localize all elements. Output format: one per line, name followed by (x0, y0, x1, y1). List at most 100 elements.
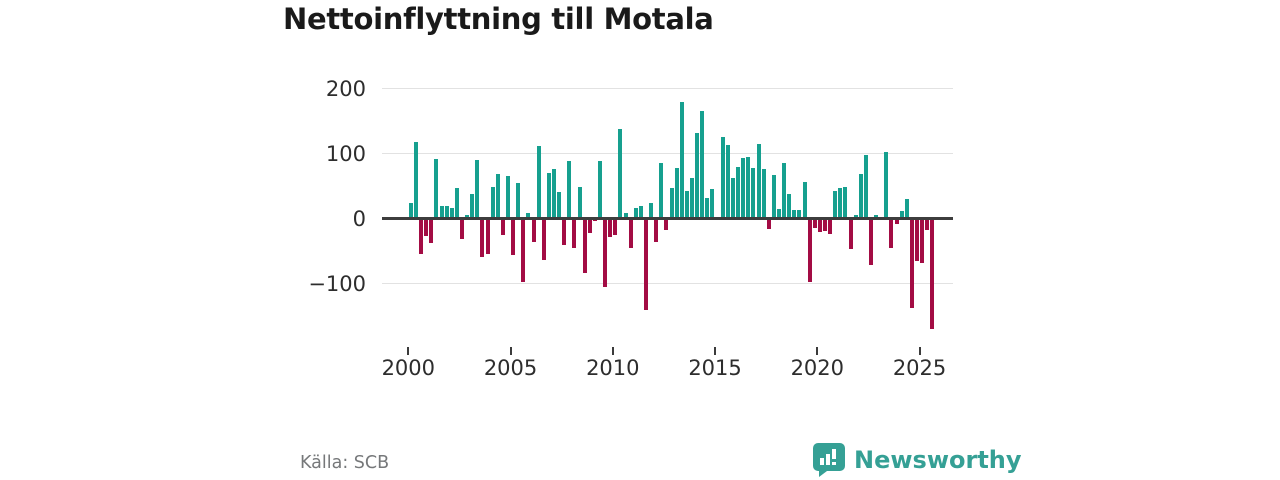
bar (822, 218, 827, 231)
bar (628, 218, 633, 249)
x-axis-tick (407, 347, 410, 355)
bar (434, 158, 439, 219)
bar (633, 208, 638, 219)
bar (413, 141, 418, 219)
bar (465, 215, 470, 219)
bar (608, 218, 613, 237)
bar (567, 161, 572, 219)
bar (782, 162, 787, 219)
bar (444, 205, 449, 219)
grid-line (382, 153, 953, 154)
bar (797, 210, 802, 219)
bar (587, 218, 592, 234)
bar (904, 199, 909, 219)
bar (495, 174, 500, 219)
chart-title: Nettoinflyttning till Motala (283, 2, 714, 36)
bar (792, 210, 797, 219)
bar (531, 218, 536, 242)
bar (500, 218, 505, 235)
bar (572, 218, 577, 249)
newsworthy-bubble-chart-icon (813, 443, 845, 477)
bar (741, 158, 746, 219)
bar (674, 167, 679, 219)
bar (894, 218, 899, 224)
bar (582, 218, 587, 274)
bar (546, 173, 551, 219)
bar (454, 187, 459, 219)
bar (485, 218, 490, 254)
bar (649, 202, 654, 219)
bar (459, 218, 464, 240)
bar (909, 218, 914, 308)
bar (899, 211, 904, 219)
bar (526, 213, 531, 219)
bar (562, 218, 567, 245)
x-axis-label: 2010 (586, 356, 640, 380)
bar (858, 173, 863, 219)
bar (690, 178, 695, 219)
bar (920, 218, 925, 263)
bar (930, 218, 935, 329)
y-axis-label: 0 (352, 206, 366, 231)
bar (654, 218, 659, 242)
bar (516, 182, 521, 219)
bar (603, 218, 608, 288)
bar (751, 167, 756, 219)
bar (807, 218, 812, 282)
y-axis-label: −100 (308, 271, 366, 296)
bar (761, 169, 766, 219)
bar (644, 218, 649, 311)
bar (490, 187, 495, 219)
bar (664, 218, 669, 230)
bar (511, 218, 516, 255)
bar (552, 169, 556, 219)
y-axis-label: 200 (325, 76, 366, 101)
bar (817, 218, 822, 233)
bar (833, 191, 838, 219)
bar (730, 178, 735, 219)
grid-line (382, 88, 953, 89)
bar (700, 111, 705, 219)
bar (679, 102, 684, 219)
x-axis-label: 2015 (688, 356, 742, 380)
bar (914, 218, 919, 261)
bar (828, 218, 833, 235)
bar (480, 218, 485, 257)
bar (884, 151, 889, 219)
newsworthy-logo-text: Newsworthy (854, 446, 1022, 474)
zero-line (382, 217, 953, 220)
bar (536, 145, 541, 219)
bar (720, 137, 725, 219)
bar (449, 208, 454, 219)
bar (638, 206, 643, 219)
grid-line (382, 283, 953, 284)
bar (618, 129, 623, 219)
bar (889, 218, 894, 249)
bar (853, 214, 858, 219)
x-axis-tick (918, 347, 921, 355)
bar (787, 194, 792, 219)
bar (766, 218, 771, 229)
x-axis-tick (611, 347, 614, 355)
bar (756, 144, 761, 219)
bar (470, 193, 475, 219)
bar (475, 160, 480, 219)
bar (623, 213, 628, 219)
bar (577, 187, 582, 219)
y-axis-label: 100 (325, 141, 366, 166)
x-axis-label: 2020 (790, 356, 845, 380)
bar (557, 191, 562, 219)
bar (802, 182, 807, 219)
bar (812, 218, 817, 229)
bar (695, 132, 700, 219)
bar (874, 215, 879, 219)
bar (505, 175, 510, 219)
bar (684, 191, 689, 219)
bar (863, 154, 868, 219)
bar (725, 145, 730, 219)
x-axis-label: 2000 (381, 356, 436, 380)
newsworthy-logo[interactable]: Newsworthy (813, 443, 1022, 477)
bar (613, 218, 618, 235)
